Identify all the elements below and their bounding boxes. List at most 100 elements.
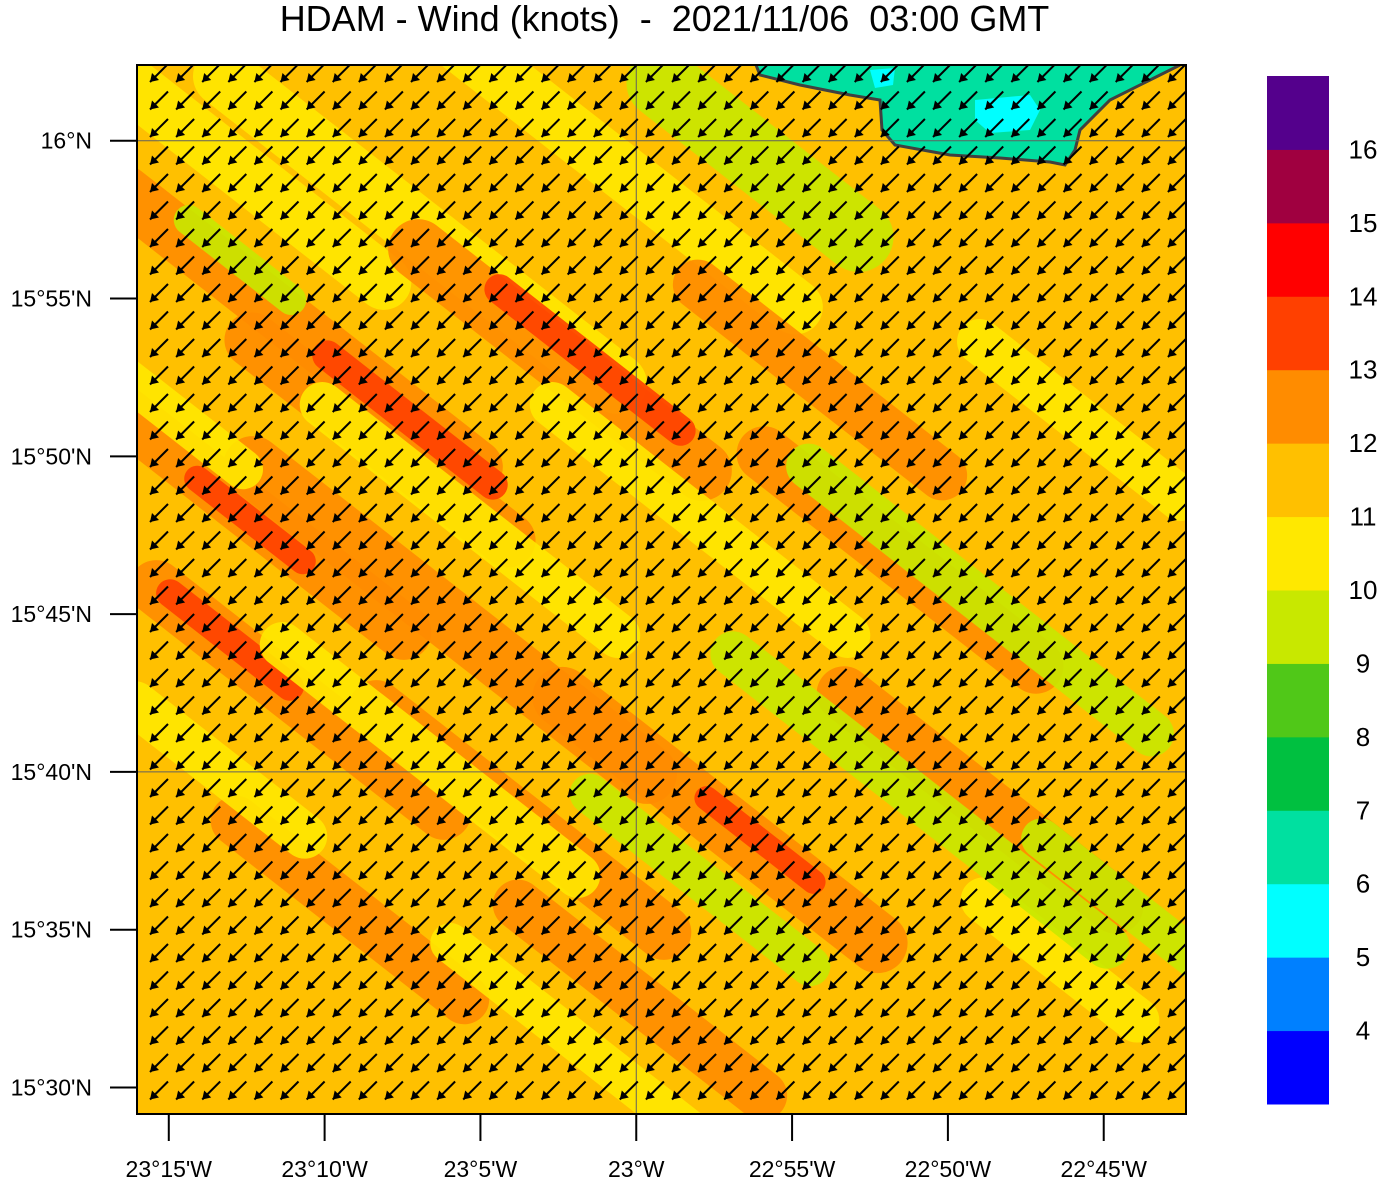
wind-arrow <box>749 448 770 468</box>
wind-arrow <box>984 228 1004 248</box>
wind-arrow <box>436 613 456 633</box>
wind-arrow <box>1088 145 1109 166</box>
wind-arrow <box>1088 750 1109 771</box>
wind-arrow <box>932 695 952 716</box>
wind-arrow <box>358 668 378 688</box>
wind-arrow <box>592 145 613 166</box>
wind-arrow <box>880 530 900 551</box>
wind-arrow <box>175 1025 195 1046</box>
wind-arrow <box>566 778 587 798</box>
wind-arrow <box>514 173 535 193</box>
wind-arrow <box>462 118 482 138</box>
wind-arrow <box>671 145 691 166</box>
wind-arrow <box>697 118 717 138</box>
wind-arrow <box>1010 750 1031 771</box>
wind-arrow <box>1062 503 1083 523</box>
wind-arrow <box>566 255 587 276</box>
wind-arrow <box>410 90 430 111</box>
wind-arrow <box>384 640 404 661</box>
wind-arrow <box>1036 998 1057 1018</box>
wind-arrow <box>749 393 770 413</box>
wind-arrow <box>645 283 665 303</box>
colorbar-label: 14 <box>1349 281 1378 311</box>
wind-arrow <box>749 145 770 166</box>
wind-arrow <box>227 668 248 688</box>
y-tick-label: 15°30'N <box>11 1074 92 1100</box>
wind-arrow <box>801 970 822 991</box>
wind-arrow <box>906 695 926 716</box>
wind-arrow <box>462 640 482 661</box>
wind-arrow <box>827 255 848 276</box>
wind-arrow <box>1114 283 1135 303</box>
wind-arrow <box>436 915 456 936</box>
x-axis: 23°15'W 23°10'W 23°5'W 23°W 22°55'W 22°50'W 22… <box>126 1114 1147 1180</box>
wind-arrow <box>331 530 352 551</box>
wind-arrow <box>932 173 952 193</box>
wind-arrow <box>723 585 743 606</box>
wind-arrow <box>227 310 248 331</box>
wind-arrow <box>384 750 404 771</box>
wind-arrow <box>984 585 1004 606</box>
wind-arrow <box>775 1080 796 1101</box>
wind-arrow <box>801 420 822 441</box>
wind-arrow <box>1062 420 1083 441</box>
wind-arrow <box>358 998 378 1018</box>
wind-arrow <box>932 200 952 221</box>
plot-frame <box>136 64 1187 1115</box>
wind-arrow <box>671 640 691 661</box>
wind-arrow <box>1036 805 1057 826</box>
wind-arrow <box>853 860 874 881</box>
wind-arrow <box>201 145 221 166</box>
wind-arrow <box>279 118 300 138</box>
wind-arrow <box>645 778 665 798</box>
wind-arrow <box>775 228 796 248</box>
wind-arrow <box>1114 310 1135 331</box>
wind-arrow <box>384 888 404 908</box>
wind-arrow <box>984 695 1004 716</box>
wind-arrow <box>853 668 874 688</box>
wind-arrow <box>305 585 326 606</box>
wind-arrow <box>358 1025 378 1046</box>
wind-arrow <box>880 65 900 83</box>
wind-arrow <box>775 888 796 908</box>
wind-arrow <box>436 805 456 826</box>
wind-arrow <box>279 888 300 908</box>
wind-arrow <box>175 475 195 496</box>
wind-arrow <box>984 200 1004 221</box>
wind-arrow <box>671 420 691 441</box>
wind-arrow <box>932 365 952 386</box>
wind-arrow <box>1114 778 1135 798</box>
wind-arrow <box>723 1080 743 1101</box>
wind-arrow <box>697 503 717 523</box>
wind-arrow <box>436 310 456 331</box>
wind-arrow <box>619 90 639 111</box>
wind-arrow <box>775 943 796 963</box>
wind-arrow <box>253 503 274 523</box>
wind-arrow <box>592 750 613 771</box>
wind-arrow <box>932 805 952 826</box>
wind-arrow <box>1062 998 1083 1018</box>
wind-arrow <box>410 805 430 826</box>
wind-arrow <box>592 503 613 523</box>
wind-arrow <box>1167 585 1186 606</box>
wind-arrow <box>671 173 691 193</box>
wind-arrow <box>697 1053 717 1073</box>
wind-arrow <box>984 833 1004 853</box>
wind-arrow <box>384 145 404 166</box>
wind-arrow <box>697 173 717 193</box>
wind-arrow <box>1167 943 1186 963</box>
wind-arrow <box>488 118 509 138</box>
wind-arrow <box>853 338 874 358</box>
wind-arrow <box>227 750 248 771</box>
wind-arrow <box>1114 695 1135 716</box>
wind-arrow <box>880 255 900 276</box>
wind-arrow <box>697 365 717 386</box>
wind-arrow <box>1010 860 1031 881</box>
wind-arrow <box>880 750 900 771</box>
wind-arrow <box>1010 338 1031 358</box>
wind-arrow <box>749 695 770 716</box>
wind-arrow <box>697 915 717 936</box>
wind-arrow <box>540 860 561 881</box>
wind-arrow <box>149 640 169 661</box>
wind-arrow <box>1036 1080 1057 1101</box>
